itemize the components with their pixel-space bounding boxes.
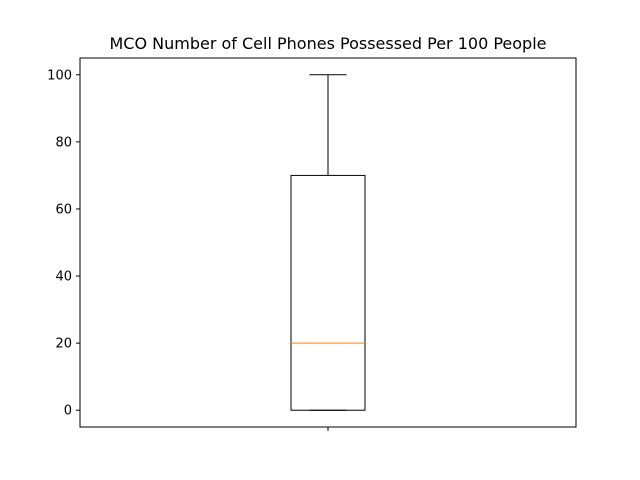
chart-title: MCO Number of Cell Phones Possessed Per … <box>109 34 546 53</box>
y-tick-label: 60 <box>55 202 72 217</box>
y-tick-label: 100 <box>47 68 72 83</box>
y-tick-label: 0 <box>64 404 72 419</box>
box-iqr <box>290 174 366 411</box>
plot-area-frame <box>79 57 577 428</box>
y-tick-label: 40 <box>55 270 72 285</box>
y-tick-label: 80 <box>55 135 72 150</box>
box-plot-boxes <box>290 74 366 411</box>
y-axis: 0 20 40 60 80 100 <box>47 68 80 419</box>
y-tick-label: 20 <box>55 337 72 352</box>
